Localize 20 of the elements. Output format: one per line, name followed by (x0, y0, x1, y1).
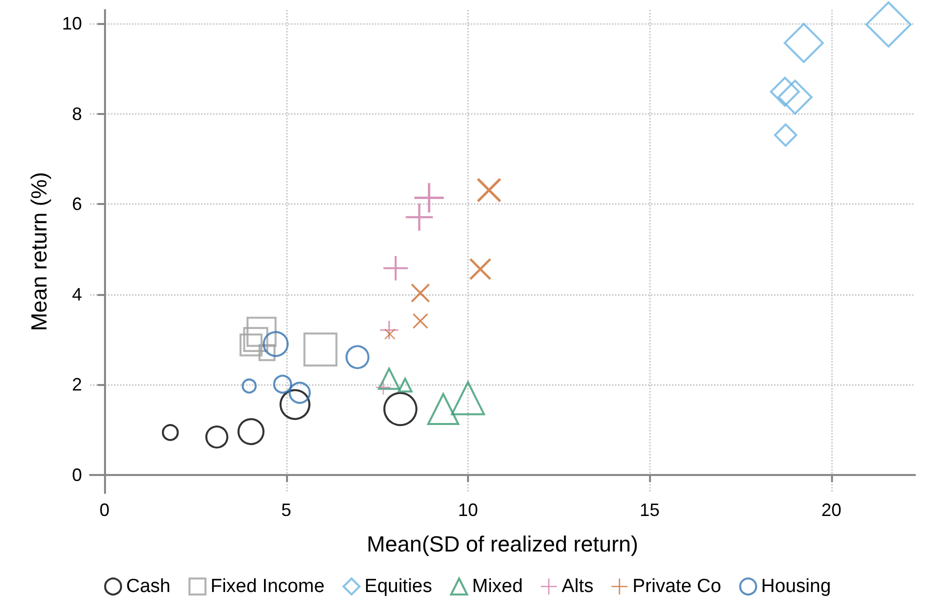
legend-label: Equities (364, 576, 432, 597)
x-tick-label: 0 (100, 500, 110, 520)
y-axis-title: Mean return (%) (26, 172, 52, 331)
legend-label: Mixed (472, 576, 523, 597)
legend-label: Housing (761, 576, 831, 597)
y-tick-label: 10 (62, 14, 82, 34)
y-tick-label: 8 (72, 104, 82, 124)
x-tick-label: 10 (458, 500, 478, 520)
y-tick-label: 4 (72, 284, 82, 304)
legend-label: Fixed Income (210, 576, 325, 597)
x-tick-label: 20 (821, 500, 842, 520)
x-tick-label: 15 (640, 500, 660, 520)
x-axis-title: Mean(SD of realized return) (366, 532, 638, 556)
x-tick-label: 5 (281, 500, 292, 520)
legend-label: Alts (562, 576, 594, 597)
legend-label: Private Co (632, 576, 722, 597)
legend-label: Cash (126, 576, 170, 597)
y-tick-label: 0 (72, 464, 82, 485)
y-tick-label: 2 (72, 374, 82, 395)
y-tick-label: 6 (72, 194, 82, 214)
